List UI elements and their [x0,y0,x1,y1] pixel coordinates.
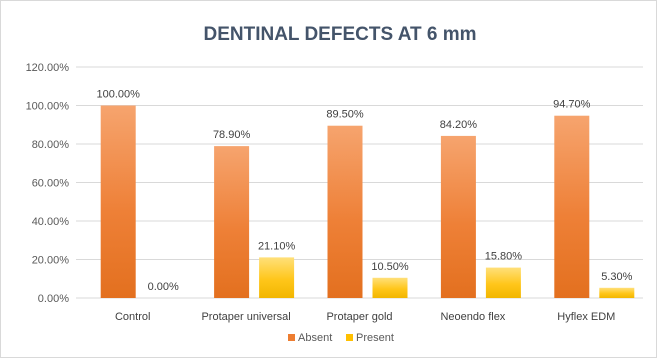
x-axis-categories: Control Protaper universal Protaper gold Ne… [115,311,615,323]
bar-present-4 [599,287,635,298]
data-label-absent-4: 94.70% [553,99,591,111]
bars [100,105,635,299]
y-tick-label: 20.00% [32,255,70,267]
category-label: Hyflex EDM [557,311,615,323]
data-label-present-4: 5.30% [601,271,632,283]
bar-present-3 [485,267,521,298]
data-label-present-0: 0.00% [148,281,179,293]
category-label: Protaper gold [326,311,392,323]
category-label: Neoendo flex [440,311,505,323]
data-label-absent-2: 89.50% [326,109,364,121]
data-label-present-3: 15.80% [485,251,523,263]
bar-present-2 [372,277,408,298]
bar-absent-2 [327,125,363,299]
y-tick-label: 120.00% [26,62,70,74]
data-label-present-1: 21.10% [258,240,296,252]
legend-swatch-present [346,334,353,341]
category-label: Protaper universal [201,311,290,323]
y-axis-ticks: 0.00% 20.00% 40.00% 60.00% 80.00% 100.00% 120.… [26,62,70,305]
legend-label-present: Present [356,332,394,344]
y-tick-label: 100.00% [26,101,70,113]
data-label-present-2: 10.50% [371,261,409,273]
legend-swatch-absent [288,334,295,341]
category-label: Control [115,311,150,323]
chart-title: DENTINAL DEFECTS AT 6 mm [203,24,476,45]
data-label-absent-3: 84.20% [440,119,478,131]
data-labels: 100.00% 0.00% 78.90% 21.10% 89.50% 10.50% 84.2… [96,89,632,294]
bar-absent-4 [554,115,590,298]
bar-absent-3 [440,135,476,298]
y-tick-label: 40.00% [32,216,70,228]
y-tick-label: 60.00% [32,178,70,190]
y-tick-label: 0.00% [38,293,69,305]
bar-present-1 [259,257,295,298]
data-label-absent-1: 78.90% [213,129,251,141]
legend: Absent Present [288,332,394,344]
legend-label-absent: Absent [298,332,332,344]
data-label-absent-0: 100.00% [96,89,140,101]
bar-absent-1 [214,146,250,298]
y-tick-label: 80.00% [32,139,70,151]
bar-absent-0 [100,105,136,298]
